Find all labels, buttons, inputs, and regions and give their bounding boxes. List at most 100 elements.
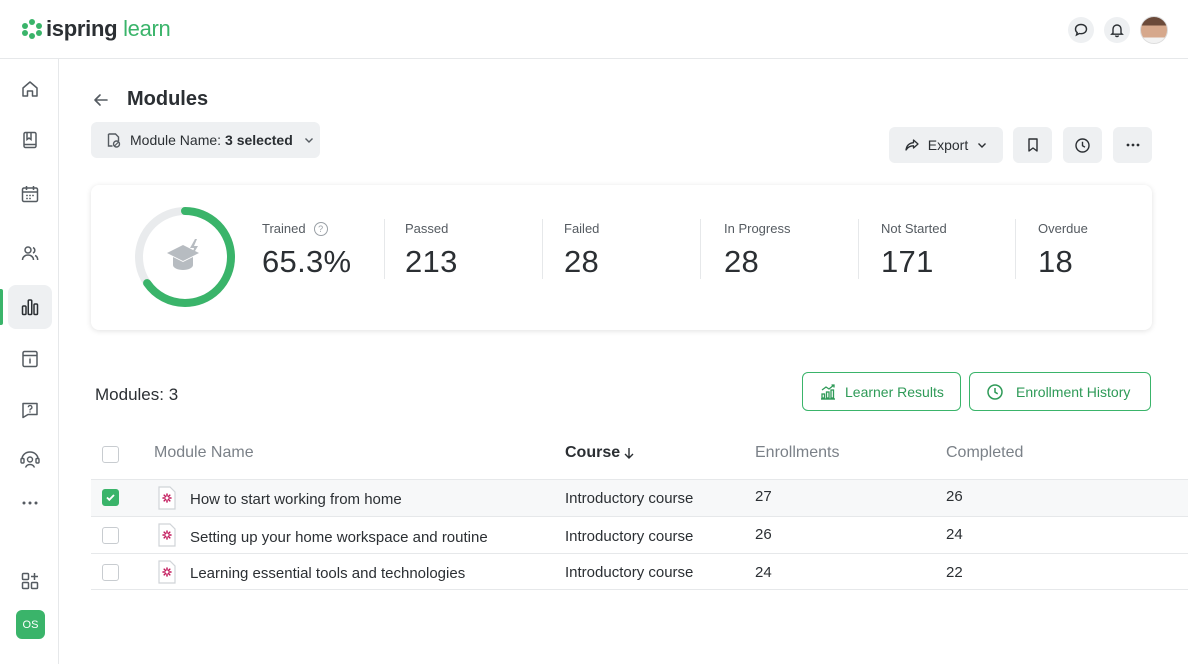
select-all-checkbox[interactable] bbox=[102, 446, 119, 463]
notifications-button[interactable] bbox=[1104, 17, 1130, 43]
module-name-cell[interactable]: Learning essential tools and technologie… bbox=[190, 565, 466, 582]
learner-results-button[interactable]: Learner Results bbox=[802, 372, 961, 411]
sidebar-item-apps[interactable] bbox=[8, 559, 52, 603]
export-label: Export bbox=[927, 137, 969, 153]
stat-trained-label: Trained bbox=[262, 221, 306, 236]
apps-add-icon bbox=[21, 572, 39, 590]
stat-divider bbox=[700, 219, 701, 279]
sort-down-arrow-icon bbox=[624, 448, 634, 459]
module-name-cell[interactable]: Setting up your home workspace and routi… bbox=[190, 529, 488, 546]
enrollment-history-label: Enrollment History bbox=[1016, 383, 1131, 400]
stats-card: Trained ? 65.3% Passed 213 Failed 28 In … bbox=[91, 185, 1152, 330]
app-logo[interactable]: ispring learn bbox=[22, 16, 171, 42]
stat-divider bbox=[542, 219, 543, 279]
stat-divider bbox=[384, 219, 385, 279]
clock-icon bbox=[1075, 137, 1090, 153]
more-horizontal-icon bbox=[1126, 143, 1139, 147]
column-header-module-name[interactable]: Module Name bbox=[154, 444, 254, 461]
page-title: Modules bbox=[127, 88, 209, 110]
stat-passed-label: Passed bbox=[405, 221, 449, 236]
stat-failed-value: 28 bbox=[564, 244, 600, 279]
home-icon bbox=[22, 81, 38, 97]
column-header-enrollments[interactable]: Enrollments bbox=[755, 444, 840, 461]
stat-trained-value: 65.3% bbox=[262, 244, 352, 279]
stat-passed: Passed 213 bbox=[405, 221, 458, 280]
chevron-down-icon bbox=[304, 138, 313, 143]
support-icon bbox=[20, 451, 40, 468]
top-bar: ispring learn bbox=[0, 0, 1188, 59]
stat-in-progress-label: In Progress bbox=[724, 221, 791, 236]
more-icon bbox=[22, 501, 38, 505]
history-button[interactable] bbox=[1063, 127, 1102, 163]
stat-overdue-label: Overdue bbox=[1038, 221, 1088, 236]
checkmark-icon bbox=[106, 494, 115, 502]
more-options-button[interactable] bbox=[1113, 127, 1152, 163]
back-button[interactable] bbox=[90, 89, 112, 111]
export-button[interactable]: Export bbox=[889, 127, 1003, 163]
enrollment-history-button[interactable]: Enrollment History bbox=[969, 372, 1151, 411]
filter-label: Module Name: bbox=[130, 132, 222, 148]
user-initials-badge[interactable]: OS bbox=[16, 610, 45, 639]
sidebar-item-more[interactable] bbox=[8, 481, 52, 525]
enrollments-cell: 26 bbox=[755, 526, 772, 543]
chat-button[interactable] bbox=[1068, 17, 1094, 43]
module-name-cell[interactable]: How to start working from home bbox=[190, 491, 402, 508]
calendar-icon bbox=[21, 186, 39, 203]
course-cell: Introductory course bbox=[565, 528, 694, 545]
table-row[interactable]: Setting up your home workspace and routi… bbox=[91, 516, 1188, 553]
row-checkbox[interactable] bbox=[102, 489, 119, 506]
sidebar-item-home[interactable] bbox=[8, 67, 52, 111]
chevron-down-icon bbox=[978, 143, 987, 148]
reports-icon bbox=[21, 299, 39, 316]
stat-overdue: Overdue 18 bbox=[1038, 221, 1088, 280]
arrow-left-icon bbox=[94, 94, 108, 106]
stat-overdue-value: 18 bbox=[1038, 244, 1074, 279]
help-icon[interactable]: ? bbox=[313, 221, 328, 236]
course-cell: Introductory course bbox=[565, 564, 694, 581]
column-header-course[interactable]: Course bbox=[565, 444, 636, 462]
table-row[interactable]: Learning essential tools and technologie… bbox=[91, 553, 1188, 590]
sidebar-item-reports[interactable] bbox=[0, 285, 52, 329]
completed-cell: 22 bbox=[946, 564, 963, 581]
sidebar-item-calendar[interactable] bbox=[8, 172, 52, 216]
learner-results-label: Learner Results bbox=[845, 383, 944, 400]
info-board-icon bbox=[22, 350, 38, 368]
clock-icon bbox=[987, 383, 1003, 400]
column-header-course-label: Course bbox=[565, 444, 621, 461]
filter-module-icon bbox=[107, 132, 121, 148]
bookmark-button[interactable] bbox=[1013, 127, 1052, 163]
stat-trained: Trained ? 65.3% bbox=[262, 221, 351, 280]
user-avatar[interactable] bbox=[1140, 16, 1168, 44]
row-checkbox[interactable] bbox=[102, 564, 119, 581]
stat-in-progress: In Progress 28 bbox=[724, 221, 790, 280]
trained-progress-arc bbox=[135, 207, 235, 307]
stat-not-started-value: 171 bbox=[881, 244, 934, 279]
enrollments-cell: 24 bbox=[755, 564, 772, 581]
module-name-filter[interactable]: Module Name: 3 selected bbox=[91, 122, 320, 158]
share-arrow-icon bbox=[905, 139, 919, 151]
sidebar-item-users[interactable] bbox=[8, 231, 52, 275]
chat-icon bbox=[1074, 23, 1088, 37]
users-icon bbox=[21, 246, 39, 261]
graduation-cap-icon bbox=[167, 239, 199, 270]
table-row[interactable]: How to start working from home Introduct… bbox=[91, 479, 1188, 516]
row-checkbox[interactable] bbox=[102, 527, 119, 544]
completed-cell: 24 bbox=[946, 526, 963, 543]
course-cell: Introductory course bbox=[565, 490, 694, 507]
stat-divider bbox=[858, 219, 859, 279]
logo-text-learn: learn bbox=[123, 16, 171, 41]
sidebar-item-library[interactable] bbox=[8, 118, 52, 162]
sidebar: OS bbox=[0, 59, 59, 664]
sidebar-item-info[interactable] bbox=[8, 337, 52, 381]
trained-progress-ring bbox=[135, 207, 235, 307]
chart-growth-icon bbox=[821, 383, 835, 400]
sidebar-item-questions[interactable] bbox=[8, 388, 52, 432]
column-header-completed[interactable]: Completed bbox=[946, 444, 1024, 461]
book-icon bbox=[23, 131, 37, 149]
filter-value: 3 selected bbox=[225, 132, 293, 148]
sidebar-item-support[interactable] bbox=[8, 438, 52, 482]
logo-text-ispring: ispring bbox=[46, 16, 118, 41]
modules-count: Modules: 3 bbox=[95, 385, 179, 404]
stat-divider bbox=[1015, 219, 1016, 279]
enrollments-cell: 27 bbox=[755, 488, 772, 505]
